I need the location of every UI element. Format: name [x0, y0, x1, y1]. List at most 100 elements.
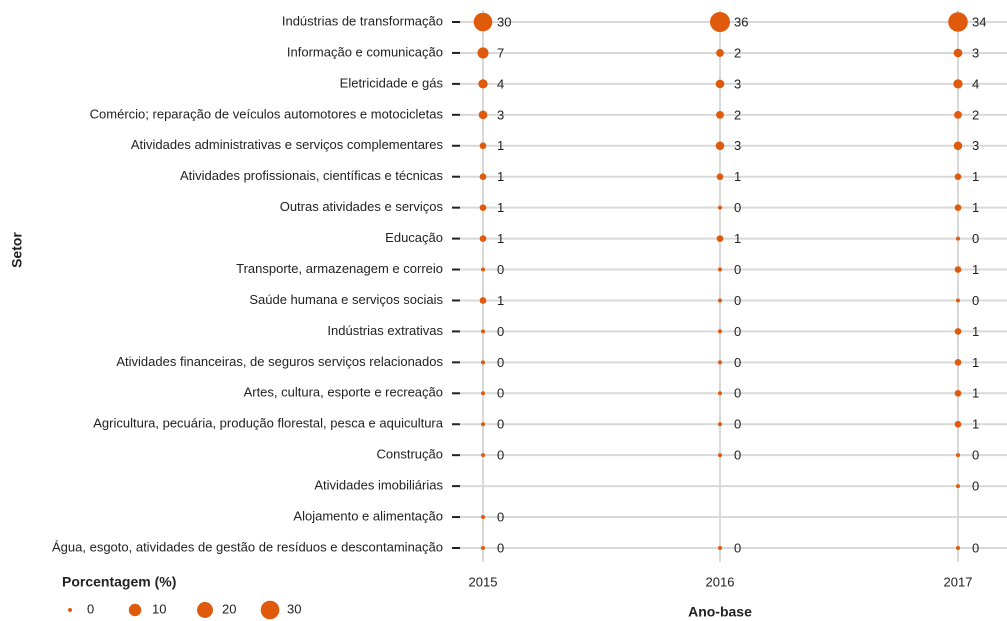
data-label: 0	[972, 540, 979, 555]
legend-label: 0	[87, 601, 94, 616]
data-label: 0	[734, 448, 741, 463]
y-tick-label: Educação	[385, 230, 443, 245]
data-label: 1	[497, 231, 504, 246]
dot	[479, 173, 487, 181]
data-label: 0	[734, 293, 741, 308]
data-label: 1	[972, 386, 979, 401]
dot	[710, 12, 730, 32]
y-tick-label: Comércio; reparação de veículos automoto…	[90, 106, 444, 121]
dot	[478, 79, 488, 89]
dot	[481, 267, 485, 272]
data-label: 0	[497, 324, 504, 339]
dot	[718, 422, 722, 427]
dot	[716, 110, 724, 119]
legend-dot	[128, 603, 142, 617]
dot	[953, 79, 963, 89]
dot	[956, 298, 960, 303]
data-label: 7	[497, 45, 504, 60]
dot	[954, 266, 962, 273]
data-label: 34	[972, 14, 986, 29]
dot	[953, 141, 963, 151]
data-label: 0	[497, 509, 504, 524]
data-label: 0	[497, 540, 504, 555]
data-label: 3	[734, 76, 741, 91]
data-label: 1	[972, 169, 979, 184]
dot	[718, 267, 722, 272]
data-label: 0	[972, 231, 979, 246]
data-label: 0	[734, 355, 741, 370]
dot	[953, 48, 963, 58]
dot	[954, 173, 962, 181]
y-tick-label: Transporte, armazenagem e correio	[236, 261, 443, 276]
data-label: 1	[497, 200, 504, 215]
data-label: 0	[497, 262, 504, 277]
dot	[956, 484, 960, 489]
x-tick-label: 2017	[944, 574, 973, 589]
data-label: 1	[972, 355, 979, 370]
data-label: 0	[972, 479, 979, 494]
x-tick-label: 2015	[469, 574, 498, 589]
y-tick-label: Água, esgoto, atividades de gestão de re…	[52, 539, 443, 554]
dot	[954, 420, 962, 428]
y-tick-label: Informação e comunicação	[287, 44, 443, 59]
dot	[479, 204, 487, 211]
dot	[718, 329, 722, 334]
dot	[718, 205, 722, 210]
legend-dot	[68, 608, 72, 612]
data-label: 2	[734, 107, 741, 122]
dot	[481, 360, 485, 365]
data-label: 0	[497, 355, 504, 370]
dot	[716, 173, 724, 181]
dot	[481, 422, 485, 427]
dot	[718, 453, 722, 458]
data-label: 1	[734, 231, 741, 246]
data-label: 1	[972, 324, 979, 339]
dot	[716, 49, 724, 57]
dot	[718, 546, 722, 550]
dot	[481, 515, 485, 520]
x-axis-label: Ano-base	[688, 604, 752, 620]
data-label: 3	[972, 138, 979, 153]
dot	[481, 546, 485, 550]
dot	[718, 391, 722, 396]
dot	[948, 12, 968, 32]
dot	[481, 453, 485, 458]
dot	[715, 141, 725, 151]
y-tick-label: Atividades financeiras, de seguros servi…	[116, 354, 443, 369]
dot	[956, 453, 960, 458]
y-tick-label: Outras atividades e serviços	[280, 199, 444, 214]
dot	[716, 235, 724, 242]
data-label: 2	[734, 45, 741, 60]
data-label: 0	[972, 293, 979, 308]
data-label: 1	[497, 169, 504, 184]
y-tick-label: Atividades profissionais, científicas e …	[180, 168, 444, 183]
data-label: 1	[497, 293, 504, 308]
dot	[956, 236, 960, 241]
data-label: 3	[972, 45, 979, 60]
dot	[479, 142, 487, 150]
y-tick-label: Atividades imobiliárias	[314, 478, 443, 493]
legend-title: Porcentagem (%)	[62, 574, 176, 590]
y-tick-label: Eletricidade e gás	[340, 75, 444, 90]
y-axis-label: Setor	[9, 232, 25, 268]
data-label: 0	[972, 448, 979, 463]
dot	[718, 298, 722, 303]
dot	[479, 235, 487, 242]
dot	[954, 328, 962, 335]
dot	[478, 110, 488, 120]
dot	[715, 79, 725, 89]
data-label: 4	[497, 76, 504, 91]
dot	[477, 47, 489, 59]
dot	[481, 329, 485, 334]
data-label: 1	[734, 169, 741, 184]
data-label: 0	[734, 262, 741, 277]
legend-dot	[260, 600, 280, 620]
data-label: 1	[497, 138, 504, 153]
legend-dot	[197, 602, 213, 618]
dot	[954, 110, 962, 119]
data-label: 0	[734, 200, 741, 215]
data-label: 3	[497, 107, 504, 122]
data-label: 1	[972, 262, 979, 277]
legend-label: 10	[152, 601, 166, 616]
x-tick-label: 2016	[706, 574, 735, 589]
